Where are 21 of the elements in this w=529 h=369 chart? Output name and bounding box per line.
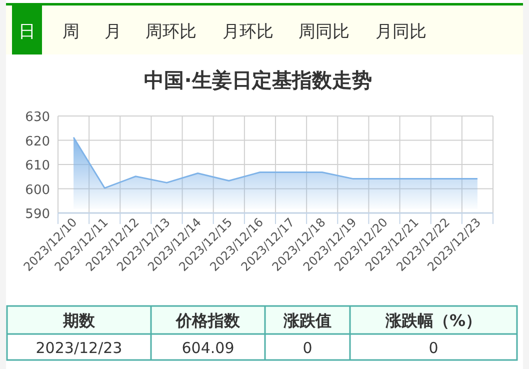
y-tick-label: 590 bbox=[25, 207, 50, 222]
text: 604.09 bbox=[182, 339, 234, 357]
text: 月环比 bbox=[222, 22, 274, 42]
text: 周环比 bbox=[146, 22, 196, 42]
text: 涨跌幅（%） bbox=[384, 311, 482, 330]
y-tick-label: 610 bbox=[25, 158, 50, 174]
text: 周 bbox=[62, 22, 80, 42]
text: 周同比 bbox=[298, 22, 350, 42]
chart-title: 中国·生姜日定基指数走势 bbox=[144, 68, 372, 92]
text: 月同比 bbox=[376, 22, 426, 42]
text: 月 bbox=[104, 22, 122, 42]
text: 0 bbox=[302, 339, 312, 357]
text: 涨跌值 bbox=[282, 311, 332, 330]
text: 期数 bbox=[62, 311, 96, 330]
text: 日 bbox=[18, 22, 36, 42]
text: 2023/12/23 bbox=[36, 339, 122, 357]
y-tick-label: 600 bbox=[25, 182, 50, 198]
text: 0 bbox=[428, 339, 438, 357]
y-tick-label: 630 bbox=[25, 110, 50, 125]
text: 价格指数 bbox=[175, 311, 241, 330]
y-tick-label: 620 bbox=[25, 134, 50, 150]
